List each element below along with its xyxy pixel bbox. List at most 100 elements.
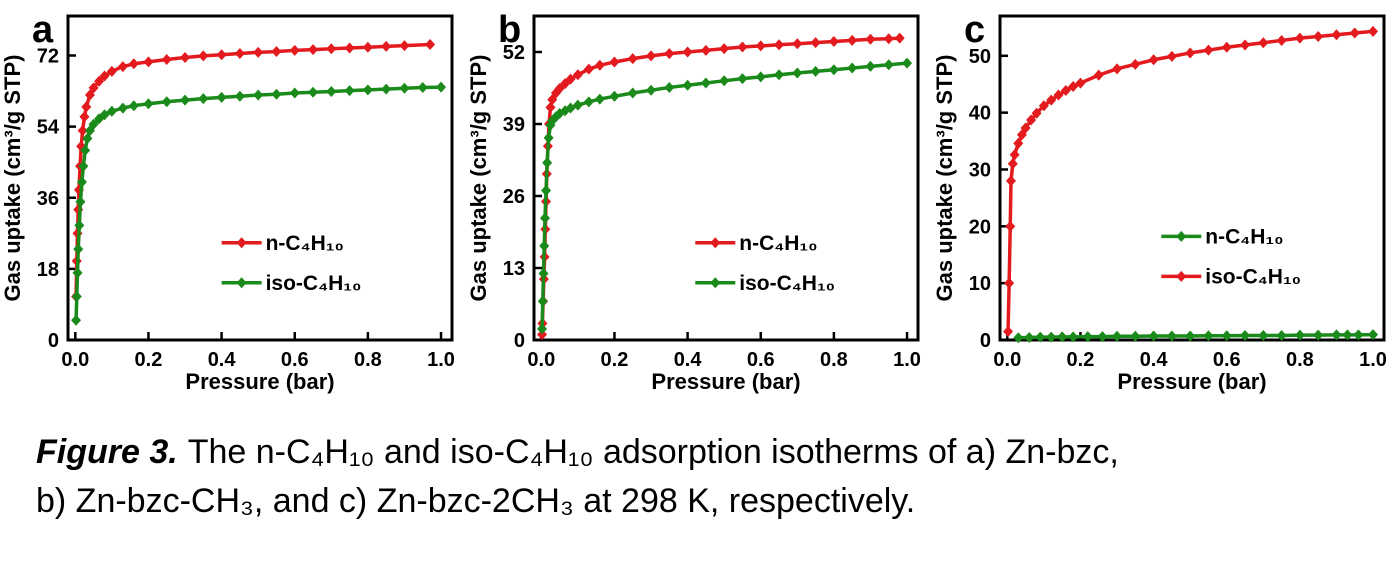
data-point-marker xyxy=(1020,122,1031,134)
data-point-marker xyxy=(88,118,99,130)
data-point-marker xyxy=(128,58,139,70)
isotherm-chart-a: 0.0 0.2 0.4 0.6 0.8 1.0 0 18 36 54 72 n-C₄H₁₀ iso-C₄… xyxy=(0,9,455,394)
y-tick-label: 54 xyxy=(37,117,60,139)
data-point-marker xyxy=(774,39,785,51)
data-point-marker xyxy=(755,71,766,83)
legend-item: iso-C₄H₁₀ xyxy=(695,272,835,295)
data-point-marker xyxy=(1068,331,1079,343)
data-point-marker xyxy=(1148,54,1159,66)
series-first xyxy=(1013,329,1379,344)
y-tick-label: 30 xyxy=(969,159,991,181)
data-point-marker xyxy=(289,87,300,99)
data-point-marker xyxy=(682,46,693,58)
legend-label: iso-C₄H₁₀ xyxy=(1205,265,1301,288)
data-point-marker xyxy=(700,44,711,56)
data-point-marker xyxy=(847,34,858,46)
data-point-marker xyxy=(894,32,905,44)
data-point-marker xyxy=(84,125,95,137)
data-point-marker xyxy=(1342,329,1353,341)
data-point-marker xyxy=(117,102,128,114)
y-tick-label: 52 xyxy=(503,42,525,64)
data-point-marker xyxy=(198,93,209,105)
x-tick-label: 0.6 xyxy=(1213,349,1241,371)
data-point-marker xyxy=(774,69,785,81)
data-point-marker xyxy=(253,46,264,58)
data-point-marker xyxy=(627,87,638,99)
data-point-marker xyxy=(143,98,154,110)
data-point-marker xyxy=(344,85,355,97)
chart-panel-a: 0.0 0.2 0.4 0.6 0.8 1.0 0 18 36 54 72 n-C₄H₁₀ iso-C₄… xyxy=(0,0,466,398)
data-point-marker xyxy=(1331,329,1342,341)
y-tick-label: 0 xyxy=(980,330,991,352)
data-point-marker xyxy=(1185,47,1196,59)
legend-label: n-C₄H₁₀ xyxy=(1205,225,1283,248)
data-point-marker xyxy=(539,212,550,224)
data-point-marker xyxy=(80,144,91,156)
data-point-marker xyxy=(234,48,245,60)
data-point-marker xyxy=(847,62,858,74)
data-point-marker xyxy=(865,33,876,45)
data-point-marker xyxy=(76,176,87,188)
data-point-marker xyxy=(1313,329,1324,341)
data-point-marker xyxy=(71,314,82,326)
series-line xyxy=(1006,29,1374,332)
y-tick-label: 26 xyxy=(503,186,525,208)
legend-marker xyxy=(1176,270,1187,282)
data-point-marker xyxy=(362,84,373,96)
x-tick-label: 1.0 xyxy=(1359,349,1387,371)
x-tick-label: 0.8 xyxy=(354,349,382,371)
x-tick-label: 0.6 xyxy=(747,349,775,371)
y-tick-label: 0 xyxy=(48,330,59,352)
data-point-marker xyxy=(1046,331,1057,343)
legend-marker xyxy=(710,277,721,289)
data-point-marker xyxy=(810,37,821,49)
data-point-marker xyxy=(84,89,95,101)
data-point-marker xyxy=(542,157,553,169)
legend-item: n-C₄H₁₀ xyxy=(695,232,818,255)
plot-border xyxy=(66,14,454,342)
x-tick-label: 0.4 xyxy=(1140,349,1169,371)
data-point-marker xyxy=(1093,69,1104,81)
data-point-marker xyxy=(180,51,191,63)
data-point-marker xyxy=(1258,37,1269,49)
data-point-marker xyxy=(545,101,556,113)
x-axis-label: Pressure (bar) xyxy=(651,369,800,394)
legend-item: n-C₄H₁₀ xyxy=(1161,225,1284,248)
data-point-marker xyxy=(700,77,711,89)
data-point-marker xyxy=(94,75,105,87)
data-point-marker xyxy=(1005,175,1016,187)
data-point-marker xyxy=(161,53,172,65)
legend-marker xyxy=(710,237,721,249)
data-point-marker xyxy=(117,61,128,73)
data-point-marker xyxy=(1016,129,1027,141)
data-point-marker xyxy=(609,90,620,102)
data-point-marker xyxy=(1276,34,1287,46)
data-point-marker xyxy=(344,42,355,54)
data-point-marker xyxy=(755,40,766,52)
data-point-marker xyxy=(828,64,839,76)
data-point-marker xyxy=(1003,325,1014,337)
data-point-marker xyxy=(1130,58,1141,70)
data-point-marker xyxy=(1166,50,1177,62)
figure-caption-label: Figure 3. xyxy=(36,433,178,471)
data-point-marker xyxy=(583,63,594,75)
legend-label: iso-C₄H₁₀ xyxy=(266,272,362,295)
data-point-marker xyxy=(737,41,748,53)
data-point-marker xyxy=(1035,331,1046,343)
data-point-marker xyxy=(792,38,803,50)
data-point-marker xyxy=(1368,25,1379,37)
legend-marker xyxy=(1176,230,1187,242)
data-point-marker xyxy=(1013,137,1024,149)
data-point-marker xyxy=(381,40,392,52)
data-point-marker xyxy=(1221,41,1232,53)
data-point-marker xyxy=(1368,329,1379,341)
data-point-marker xyxy=(664,81,675,93)
data-point-marker xyxy=(308,86,319,98)
y-tick-label: 50 xyxy=(969,46,991,68)
y-tick-label: 18 xyxy=(37,259,59,281)
x-tick-label: 0.2 xyxy=(1067,349,1095,371)
data-point-marker xyxy=(719,75,730,87)
data-point-marker xyxy=(362,41,373,53)
data-point-marker xyxy=(1166,330,1177,342)
data-point-marker xyxy=(902,57,913,69)
